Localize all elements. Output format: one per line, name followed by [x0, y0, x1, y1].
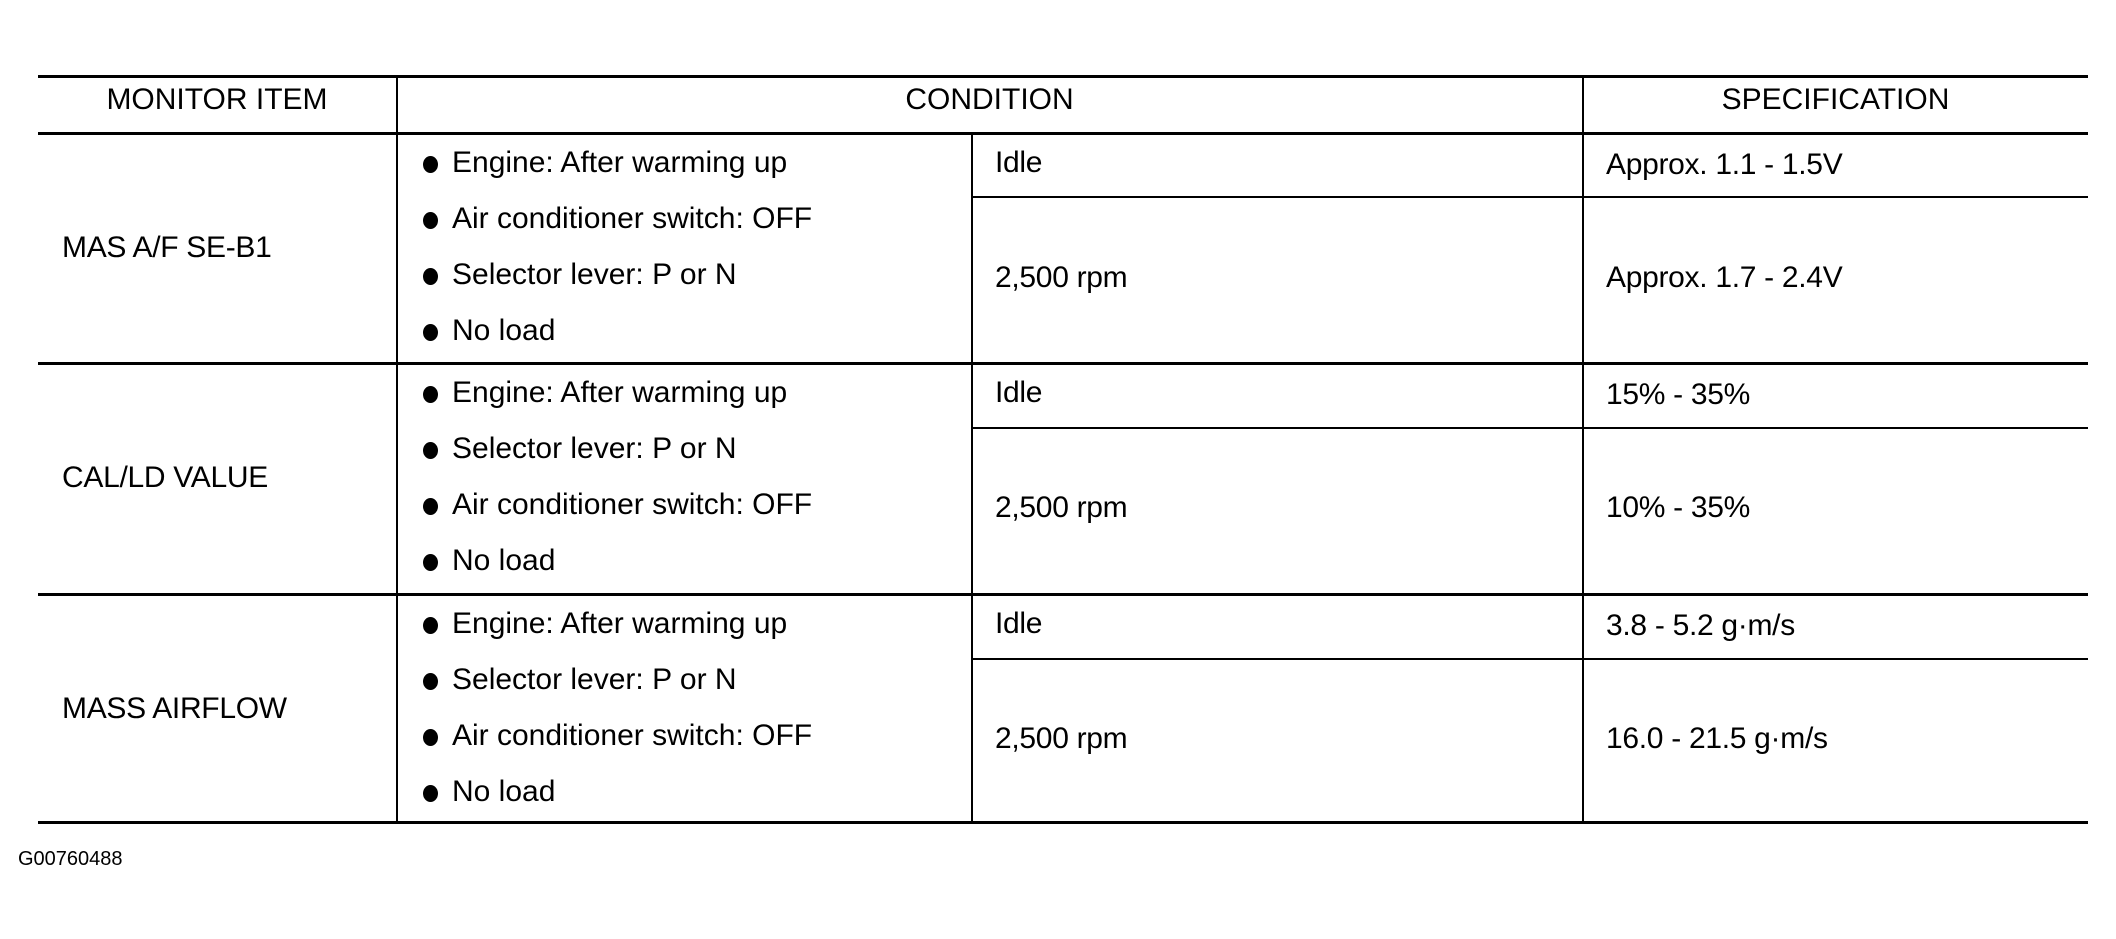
row-rule — [38, 362, 2088, 365]
sub-row-rule — [971, 427, 2088, 429]
engine-state: 2,500 rpm — [995, 261, 1128, 294]
header-condition: CONDITION — [905, 83, 1074, 116]
condition-text: No load — [452, 314, 556, 347]
monitor-item: MAS A/F SE-B1 — [62, 231, 272, 264]
condition-bullet: No load — [423, 313, 555, 349]
condition-text: Engine: After warming up — [452, 146, 788, 179]
column-divider — [971, 133, 973, 822]
table-top-rule — [38, 75, 2088, 78]
row-rule — [38, 593, 2088, 596]
condition-text: Selector lever: P or N — [452, 432, 737, 465]
bullet-icon — [423, 785, 438, 802]
bullet-icon — [423, 673, 438, 690]
condition-text: No load — [452, 775, 556, 808]
bullet-icon — [423, 268, 438, 285]
condition-text: Air conditioner switch: OFF — [452, 202, 813, 235]
bullet-icon — [423, 442, 438, 459]
bullet-icon — [423, 212, 438, 229]
table-bottom-rule — [38, 821, 2088, 824]
figure-id: G00760488 — [18, 848, 123, 870]
specification-value: 10% - 35% — [1606, 491, 1751, 524]
specification-value: 16.0 - 21.5 g·m/s — [1606, 722, 1828, 755]
condition-bullet: Air conditioner switch: OFF — [423, 718, 812, 754]
engine-state: Idle — [995, 146, 1043, 179]
condition-bullet: No load — [423, 774, 555, 810]
engine-state: Idle — [995, 607, 1043, 640]
engine-state: Idle — [995, 376, 1043, 409]
column-divider — [396, 76, 398, 822]
bullet-icon — [423, 498, 438, 515]
specification-value: 15% - 35% — [1606, 378, 1751, 411]
column-divider — [1582, 76, 1584, 822]
bullet-icon — [423, 617, 438, 634]
specification-value: Approx. 1.1 - 1.5V — [1606, 148, 1843, 181]
header-monitor-item: MONITOR ITEM — [106, 83, 328, 116]
header-rule — [38, 132, 2088, 135]
condition-bullet: Selector lever: P or N — [423, 257, 737, 293]
condition-bullet: Air conditioner switch: OFF — [423, 201, 812, 237]
bullet-icon — [423, 729, 438, 746]
specification-value: 3.8 - 5.2 g·m/s — [1606, 609, 1795, 642]
condition-bullet: Engine: After warming up — [423, 606, 787, 642]
condition-text: Engine: After warming up — [452, 607, 788, 640]
monitor-item: MASS AIRFLOW — [62, 692, 287, 725]
engine-state: 2,500 rpm — [995, 491, 1128, 524]
specification-value: Approx. 1.7 - 2.4V — [1606, 261, 1843, 294]
header-specification: SPECIFICATION — [1721, 83, 1950, 116]
bullet-icon — [423, 156, 438, 173]
sub-row-rule — [971, 658, 2088, 660]
condition-bullet: Selector lever: P or N — [423, 431, 737, 467]
condition-text: Selector lever: P or N — [452, 258, 737, 291]
sub-row-rule — [971, 196, 2088, 198]
engine-state: 2,500 rpm — [995, 722, 1128, 755]
condition-text: Air conditioner switch: OFF — [452, 488, 813, 521]
bullet-icon — [423, 386, 438, 403]
condition-bullet: Air conditioner switch: OFF — [423, 487, 812, 523]
bullet-icon — [423, 554, 438, 571]
condition-bullet: No load — [423, 543, 555, 579]
condition-text: Engine: After warming up — [452, 376, 788, 409]
condition-bullet: Engine: After warming up — [423, 375, 787, 411]
condition-bullet: Engine: After warming up — [423, 145, 787, 181]
condition-bullet: Selector lever: P or N — [423, 662, 737, 698]
monitor-item: CAL/LD VALUE — [62, 461, 268, 494]
condition-text: Air conditioner switch: OFF — [452, 719, 813, 752]
bullet-icon — [423, 324, 438, 341]
condition-text: Selector lever: P or N — [452, 663, 737, 696]
condition-text: No load — [452, 544, 556, 577]
